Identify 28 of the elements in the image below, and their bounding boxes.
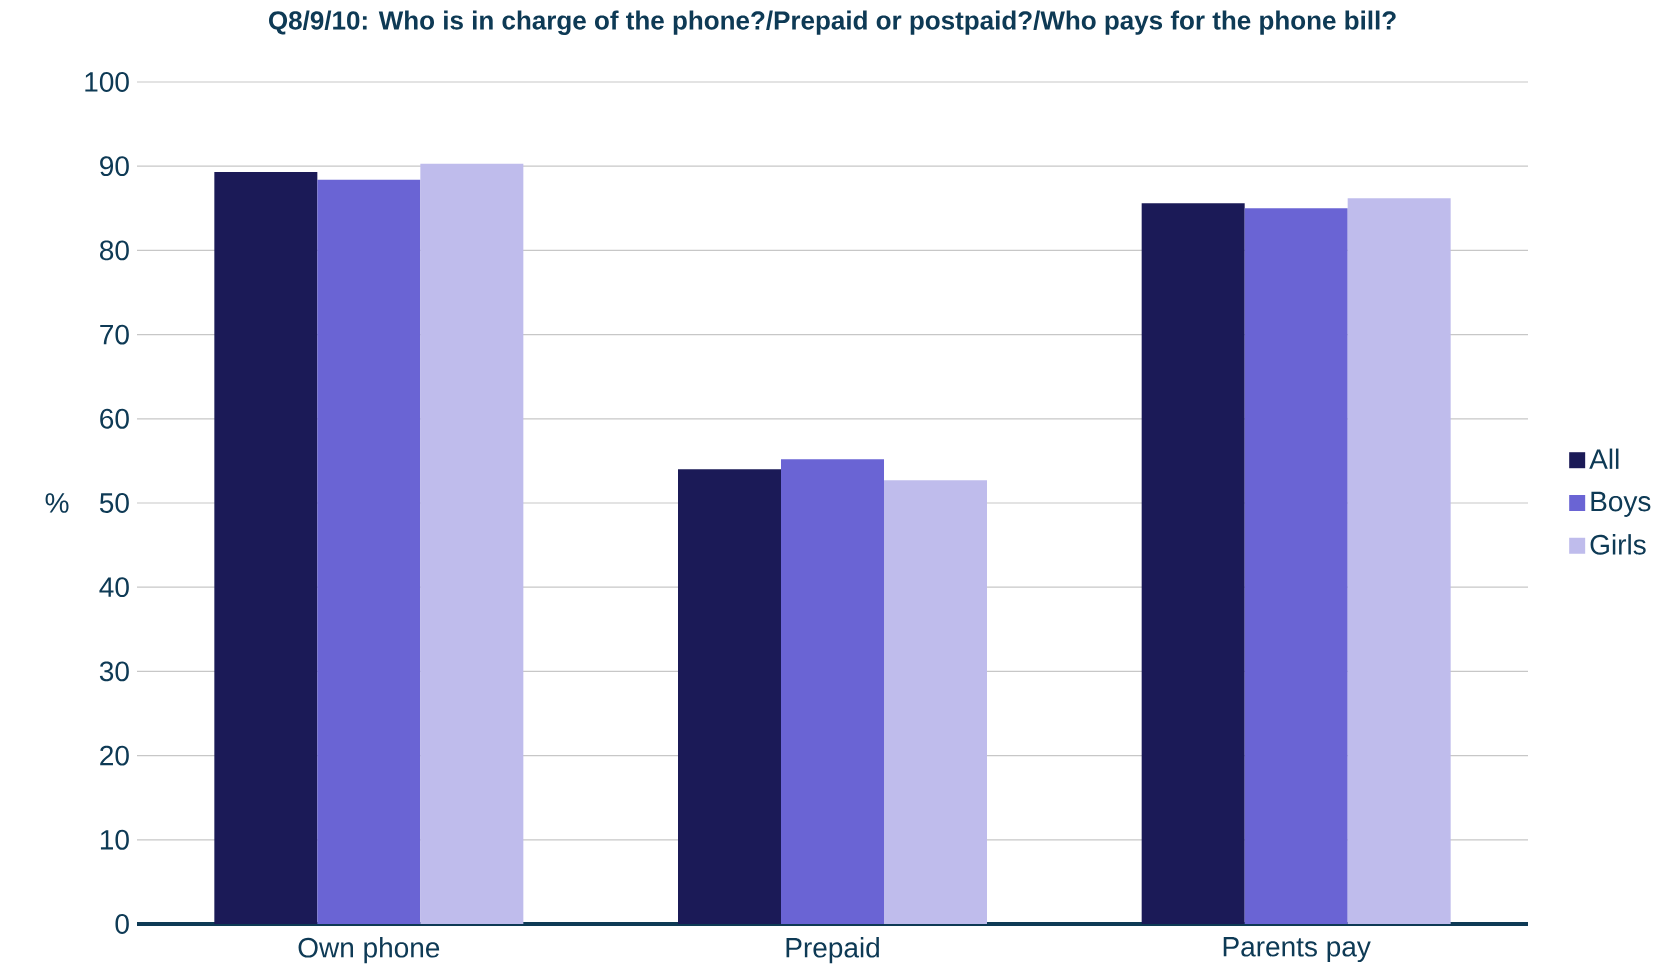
y-tick-label: 10 (100, 829, 129, 850)
y-tick-label: 40 (99, 577, 129, 598)
y-tick-label: 30 (99, 661, 129, 682)
chart-title: Q8/9/10: Who is in charge of the phone?/Prepaid or postpaid?/Who pays for the phone bill? (269, 10, 1396, 35)
y-tick-label: 90 (100, 156, 129, 177)
x-tick-label: Parents pay (1223, 937, 1371, 963)
y-tick-label: 70 (100, 324, 129, 345)
x-tick-label: Prepaid (786, 937, 879, 964)
y-axis-title: % (45, 493, 69, 513)
bar (781, 459, 885, 924)
legend-label: Boys (1591, 491, 1651, 517)
bar (420, 163, 524, 924)
bar (317, 179, 421, 924)
legend-label: Girls (1590, 534, 1646, 555)
bar (1347, 198, 1451, 924)
y-tick-label: 50 (99, 493, 129, 513)
bar (678, 469, 782, 924)
y-tick-label: 0 (115, 914, 129, 934)
bar (1141, 203, 1245, 924)
y-tick-label: 20 (100, 745, 129, 766)
x-tick-label: Own phone (298, 937, 440, 964)
bar (1244, 208, 1348, 924)
bar (214, 172, 318, 924)
legend-label: All (1589, 448, 1619, 469)
y-tick-label: 80 (100, 240, 129, 261)
y-tick-label: 60 (100, 408, 129, 429)
bar (884, 480, 988, 924)
y-tick-label: 100 (85, 72, 129, 92)
